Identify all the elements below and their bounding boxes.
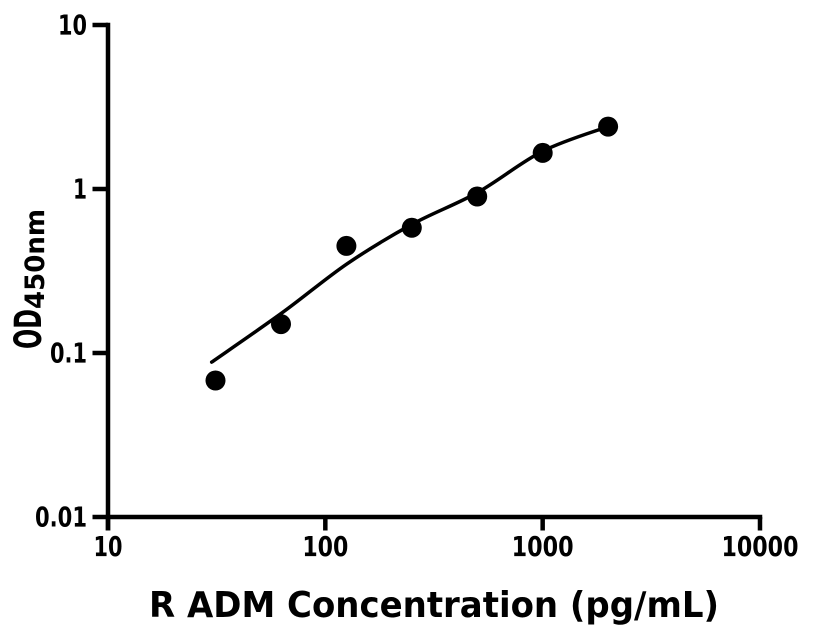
fit-curve-line [209,124,610,364]
x-tick-label: 1000 [512,530,574,563]
data-point-marker [598,116,619,137]
x-tick-label: 10000 [721,530,798,563]
x-tick-label: 100 [302,530,348,563]
y-axis-tick-labels: 10 1 0.1 0.01 [35,9,87,534]
y-tick-label: 10 [58,9,87,42]
data-point-marker [271,314,291,335]
y-axis-title: OD450nm [7,209,51,349]
x-tick-label: 10 [94,530,123,563]
y-axis-title-main: OD [7,309,50,349]
y-tick-label: 0.1 [50,337,87,370]
data-point-marker [532,142,553,163]
y-axis-title-subscript: 450nm [20,209,51,309]
x-axis-ticks [105,517,763,531]
data-point-marker [336,235,357,256]
y-tick-label: 0.01 [35,501,87,534]
data-point-marker [205,370,226,391]
y-tick-label: 1 [73,173,87,206]
y-axis-ticks [92,22,108,520]
data-point-markers [205,116,619,391]
fit-curve-path [209,124,610,364]
x-axis-title: R ADM Concentration (pg/mL) [149,585,719,626]
axes [105,22,763,531]
data-point-marker [467,186,488,207]
x-axis-tick-labels: 10 100 1000 10000 [94,530,799,563]
data-point-marker [401,217,422,238]
